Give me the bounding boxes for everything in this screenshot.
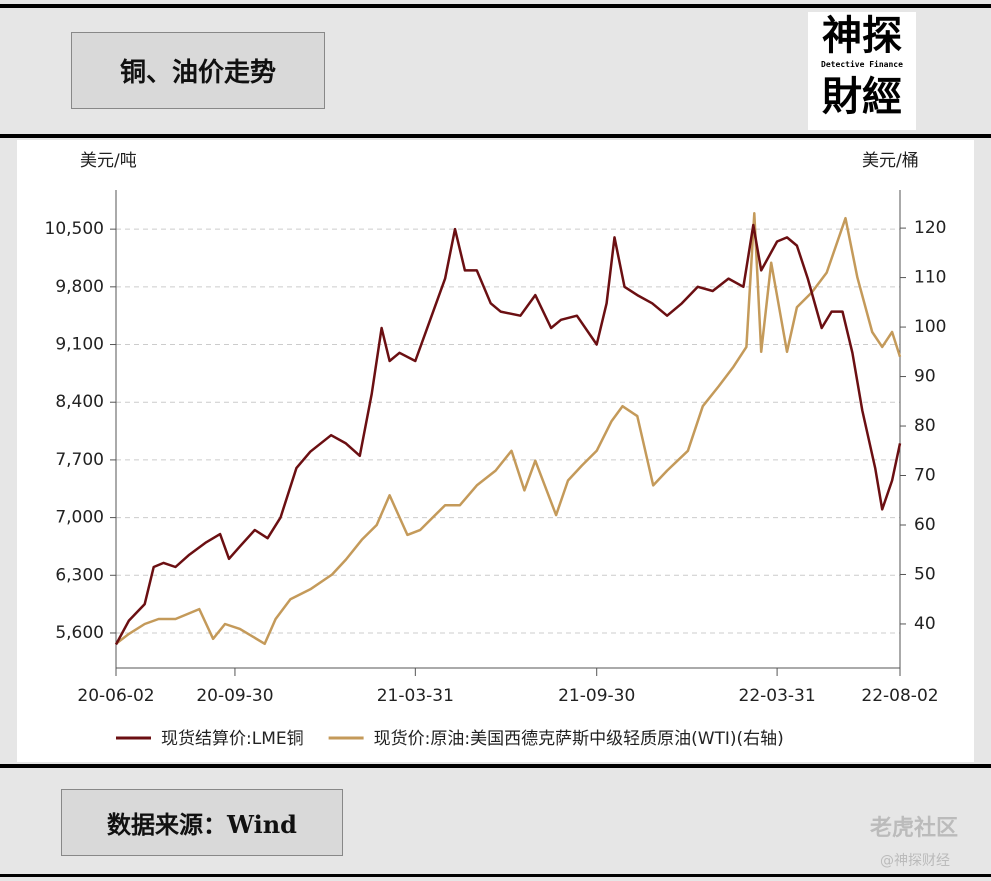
- watermark: 老虎社区: [870, 816, 959, 841]
- y2-tick-label: 80: [914, 416, 936, 436]
- y-tick-label: 7,000: [55, 508, 104, 528]
- y2-tick-label: 100: [914, 317, 946, 337]
- y2-tick-label: 110: [914, 268, 946, 288]
- logo-line1: 神探: [822, 13, 902, 59]
- x-tick-label: 22-08-02: [861, 686, 938, 706]
- x-tick-label: 21-03-31: [377, 686, 454, 706]
- legend-label: 现货结算价:LME铜: [161, 729, 304, 749]
- chart: 美元/吨 美元/桶 5,600 6,300 7,000 7,700 8,400 9,100…: [17, 140, 974, 762]
- x-tick-label: 22-03-31: [739, 686, 816, 706]
- chart-bg: [17, 140, 974, 762]
- y2-tick-label: 120: [914, 218, 946, 238]
- y2-axis-label: 美元/桶: [862, 151, 919, 171]
- title-box: 铜、油价走势: [71, 32, 325, 109]
- y-tick-label: 6,300: [55, 565, 104, 585]
- x-tick-label: 20-06-02: [77, 686, 154, 706]
- y-tick-label: 10,500: [45, 219, 104, 239]
- y-axis-label: 美元/吨: [80, 151, 137, 171]
- footer-rule: [0, 764, 991, 768]
- logo-line2: 財經: [822, 74, 902, 120]
- bottom-rule: [0, 874, 991, 877]
- y-tick-label: 7,700: [55, 450, 104, 470]
- top-rule: [0, 4, 991, 8]
- source-box: 数据来源：Wind: [61, 789, 343, 856]
- y2-tick-label: 60: [914, 515, 936, 535]
- credit: @神探财经: [880, 853, 950, 869]
- logo: 神探 Detective Finance 財經: [808, 12, 916, 130]
- title: 铜、油价走势: [119, 58, 276, 88]
- header-rule: [0, 134, 991, 138]
- y2-tick-label: 70: [914, 466, 936, 486]
- plot: 美元/吨 美元/桶 5,600 6,300 7,000 7,700 8,400 9,100…: [45, 151, 947, 749]
- y-tick-label: 9,800: [55, 277, 104, 297]
- y-tick-label: 8,400: [55, 392, 104, 412]
- series-line: [115, 212, 902, 646]
- y2-tick-label: 40: [914, 614, 936, 634]
- y-tick-label: 5,600: [55, 623, 104, 643]
- y2-tick-label: 50: [914, 564, 936, 584]
- legend-label: 现货价:原油:美国西德克萨斯中级轻质原油(WTI)(右轴): [374, 729, 784, 749]
- y-tick-label: 9,100: [55, 335, 104, 355]
- y2-tick-label: 90: [914, 367, 936, 387]
- x-tick-label: 20-09-30: [196, 686, 273, 706]
- x-tick-label: 21-09-30: [558, 686, 635, 706]
- source: 数据来源：Wind: [107, 810, 297, 839]
- logo-tagline: Detective Finance: [821, 60, 903, 69]
- series-line: [114, 223, 902, 646]
